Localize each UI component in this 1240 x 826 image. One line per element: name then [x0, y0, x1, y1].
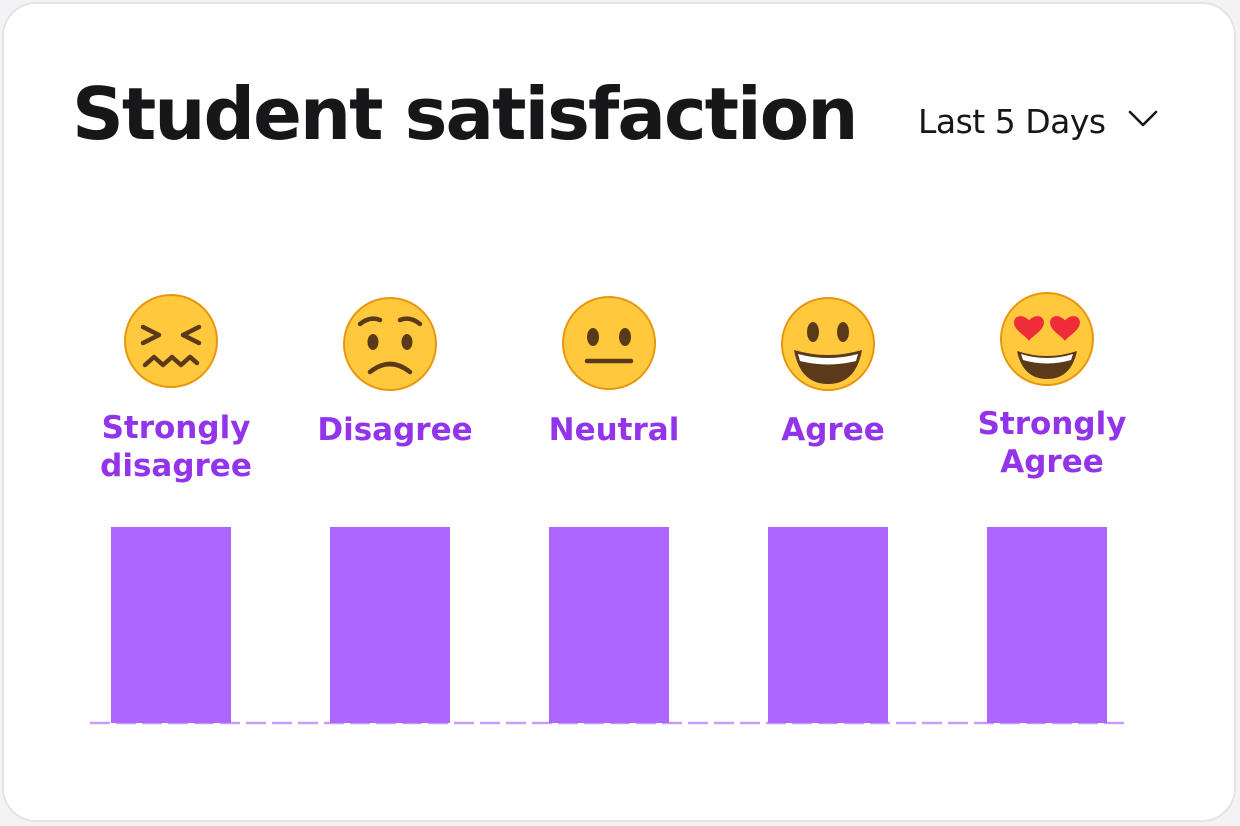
category-label: Neutral — [549, 412, 680, 448]
bar — [987, 527, 1107, 723]
category-label: disagree — [100, 448, 252, 484]
worried-face-icon — [343, 297, 437, 391]
bar — [111, 527, 231, 723]
grinning-face-icon — [781, 297, 875, 391]
category-label: Disagree — [317, 412, 472, 448]
date-range-label: Last 5 Days — [918, 102, 1106, 141]
page-title: Student satisfaction — [72, 72, 858, 156]
category-label: Strongly — [978, 406, 1127, 442]
neutral-face-icon — [562, 296, 656, 390]
bar — [330, 527, 450, 723]
heart-eyes-face-icon — [1000, 292, 1094, 386]
date-range-dropdown[interactable]: Last 5 Days — [918, 102, 1158, 141]
bar — [768, 527, 888, 723]
category-label: Strongly — [102, 410, 251, 446]
chevron-down-icon — [1128, 110, 1158, 133]
category-label: Agree — [1000, 444, 1104, 480]
category-label: Agree — [781, 412, 885, 448]
confounded-face-icon — [124, 294, 218, 388]
bar — [549, 527, 669, 723]
